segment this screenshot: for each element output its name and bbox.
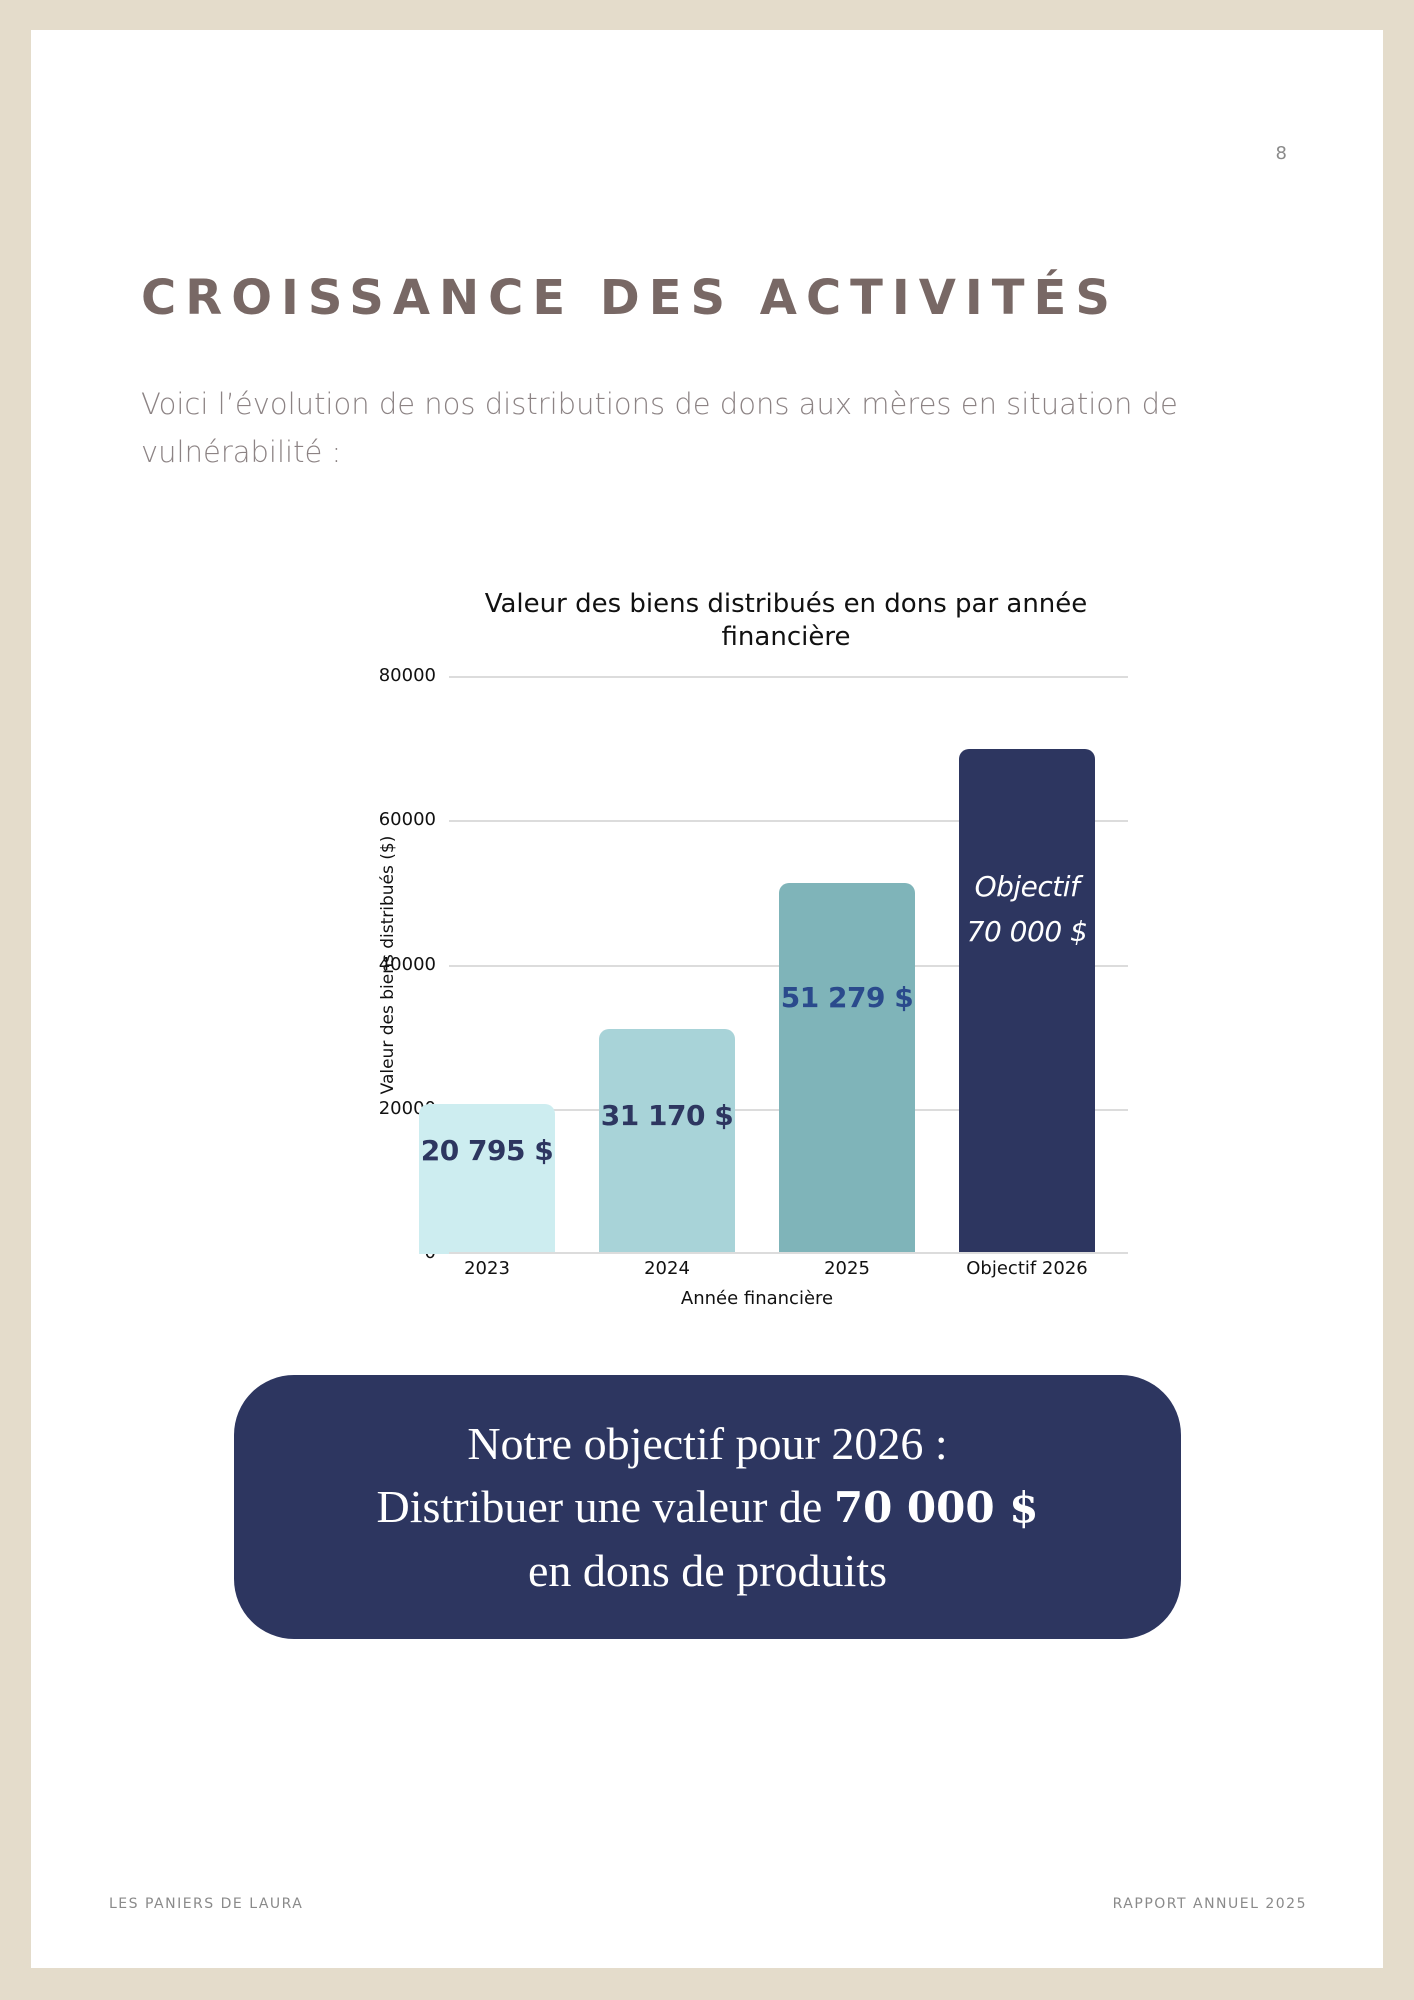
bar-2024: 31 170 $ xyxy=(599,1029,735,1254)
bar-2025: 51 279 $ xyxy=(779,883,915,1254)
y-tick: 40000 xyxy=(378,954,436,975)
bar-value-label: 51 279 $ xyxy=(780,981,914,1014)
callout-line2-prefix: Distribuer une valeur de xyxy=(376,1481,834,1532)
x-axis-label: Année financière xyxy=(680,1288,834,1309)
intro-paragraph: Voici l’évolution de nos distributions d… xyxy=(141,387,1178,469)
goal-callout: Notre objectif pour 2026 : Distribuer un… xyxy=(234,1375,1181,1639)
gridline-80000 xyxy=(449,676,1128,678)
x-tick: 2025 xyxy=(824,1258,870,1279)
callout-line3: en dons de produits xyxy=(527,1545,887,1596)
bar-value-label: 31 170 $ xyxy=(600,1099,734,1132)
y-axis-label: Valeur des biens distribués ($) xyxy=(378,835,398,1095)
x-tick: Objectif 2026 xyxy=(966,1258,1088,1279)
goal-label-line2: 70 000 $ xyxy=(966,915,1088,948)
goal-label-line1: Objectif xyxy=(974,870,1080,903)
x-axis-line xyxy=(449,1252,1128,1254)
gridline-60000 xyxy=(449,820,1128,822)
bar-objectif-2026: Objectif 70 000 $ xyxy=(959,749,1095,1254)
y-tick: 80000 xyxy=(378,665,436,686)
callout-line2: Distribuer une valeur de 70 000 $ xyxy=(234,1475,1181,1539)
chart-title: Valeur des biens distribués en dons par … xyxy=(484,589,1088,652)
bar-2023: 20 795 $ xyxy=(419,1104,555,1254)
page-number: 8 xyxy=(1275,143,1287,164)
bar-value-label: 20 795 $ xyxy=(420,1134,554,1167)
bar-chart: Valeur des biens distribués en dons par … xyxy=(31,30,1383,1380)
footer-organization: LES PANIERS DE LAURA xyxy=(109,1896,304,1912)
page-title: CROISSANCE DES ACTIVITÉS xyxy=(141,270,1119,326)
y-tick: 60000 xyxy=(378,809,436,830)
callout-line1: Notre objectif pour 2026 : xyxy=(467,1418,948,1469)
callout-amount: 70 000 $ xyxy=(833,1483,1039,1532)
x-tick: 2024 xyxy=(644,1258,690,1279)
bar-goal-label: Objectif 70 000 $ xyxy=(959,864,1095,954)
report-page: 8 CROISSANCE DES ACTIVITÉS Voici l’évolu… xyxy=(31,30,1383,1968)
x-tick: 2023 xyxy=(464,1258,510,1279)
footer-report-name: RAPPORT ANNUEL 2025 xyxy=(1112,1896,1307,1912)
